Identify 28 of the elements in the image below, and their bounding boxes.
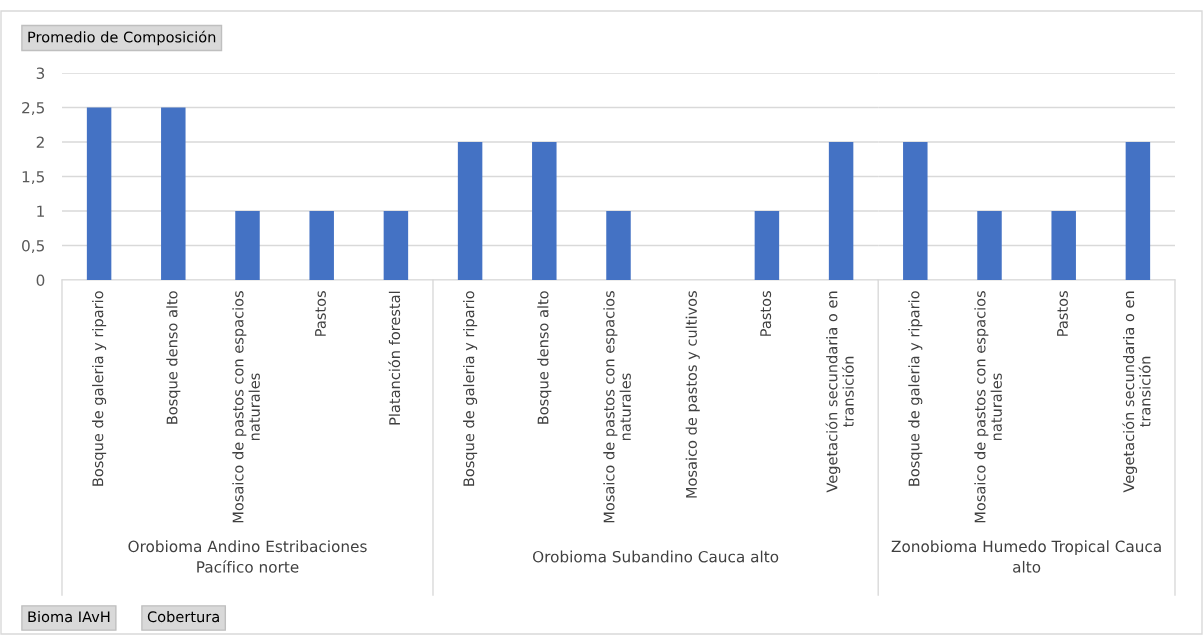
x-axis-title: Orobioma Subandino Cauca alto <box>532 550 779 563</box>
y-tick-label: 1,5 <box>22 171 44 185</box>
y-tick-label: 2,5 <box>22 101 44 116</box>
x-tick-label: Vegetación secundaria o en transición <box>825 291 854 493</box>
x-tick-label: Pastos <box>315 291 326 336</box>
x-tick-label: Platanción forestal <box>388 291 401 425</box>
x-tick-label: Bosque de galeria y ripario <box>92 291 107 486</box>
x-tick-label: Pastos <box>1057 291 1068 336</box>
x-tick-label: Bosque denso alto <box>166 291 181 424</box>
x-tick-label: Pastos <box>760 291 772 336</box>
x-tick-label: Mosaico de pastos y cultivos <box>685 291 700 498</box>
x-tick-label: Mosaico de pastos con espacios naturales <box>603 291 631 523</box>
y-tick-label: 0,5 <box>22 239 44 254</box>
x-tick-label: Mosaico de pastos con espacios naturales <box>232 291 260 523</box>
y-tick-label: 0 <box>36 274 45 287</box>
y-tick-label: 1 <box>37 205 44 217</box>
text: Bioma IAvH <box>28 610 110 623</box>
chart-title: Promedio de Composición <box>28 30 216 46</box>
text: Cobertura <box>147 610 219 623</box>
y-tick-label: 3 <box>36 67 45 80</box>
x-tick-label: Bosque denso alto <box>537 291 552 424</box>
x-axis-title: Orobioma Andino Estribaciones Pacífico norte <box>128 540 367 573</box>
x-tick-label: Vegetación secundaria o en transición <box>1122 291 1151 493</box>
x-tick-label: Bosque de galeria y ripario <box>463 291 478 486</box>
x-tick-label: Mosaico de pastos con espacios naturales <box>974 291 1002 523</box>
y-tick-label: 2 <box>36 136 44 148</box>
x-tick-label: Bosque de galeria y ripario <box>908 291 923 486</box>
x-axis-title: Zonobioma Humedo Tropical Cauca alto <box>891 540 1161 573</box>
